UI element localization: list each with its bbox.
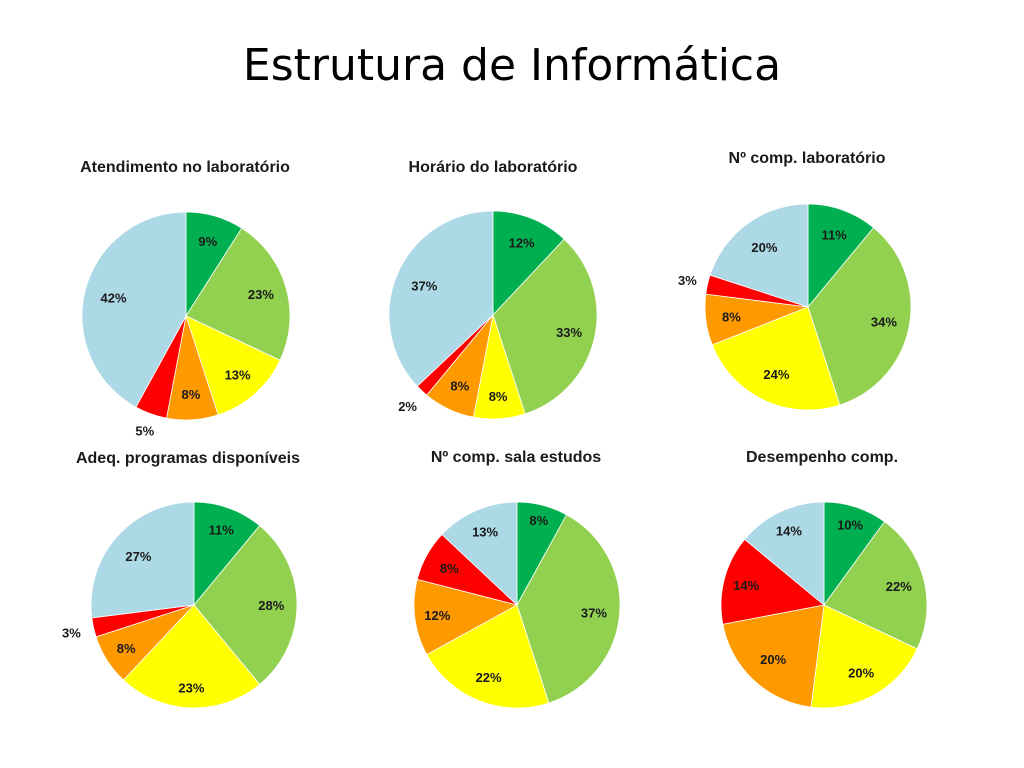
slice-data-label: 10% [837,518,863,533]
slice-data-label: 20% [751,240,777,255]
slice-data-label: 2% [398,399,417,414]
slice-data-label: 33% [556,325,582,340]
pie-chart-2: Horário do laboratório 12% 33% 8% 8% 2% 37% [388,159,598,420]
slice-data-label: 12% [424,608,450,623]
slice-data-label: 20% [848,666,874,681]
pie-slice [81,211,187,408]
pie-slice [810,604,918,709]
pie-slice [185,227,291,361]
slice-data-label: 11% [209,522,235,537]
slice-data-label: 8% [117,641,136,656]
slice-data-label: 8% [182,387,201,402]
pie-slice [720,538,825,625]
pie-slice [426,604,550,709]
pie-slice [413,578,519,656]
slice-data-label: 14% [733,578,759,593]
pie-slice [744,501,825,606]
slice-data-label: 5% [135,424,154,439]
pie-slice [709,203,809,308]
pie-slice [185,315,281,416]
slice-data-label: 22% [886,579,912,594]
slice-data-label: 8% [489,389,508,404]
pie-slice [193,525,298,685]
slice-data-label: 12% [509,236,535,251]
slice-data-label: 9% [198,234,217,249]
pie-slice [807,203,875,309]
pie-slice [492,210,565,317]
slice-data-label: 34% [871,315,897,330]
pie-chart-6: Desempenho comp. 10% 22% 20% 20% 14% 14% [720,449,928,709]
pie-slice [492,238,598,415]
slice-data-label: 8% [440,561,459,576]
pie-chart-title: Horário do laboratório [409,159,578,176]
pie-chart-3: Nº comp. laboratório 11% 34% 24% 8% 3% 20% [678,150,912,411]
pie-slice [193,501,261,607]
pie-slice [122,604,261,709]
pie-chart-1: Atendimento no laboratório 9% 23% 13% 8% 5% 42… [80,159,291,439]
slice-data-label: 20% [760,652,786,667]
pie-slice [90,501,195,619]
slice-data-label: 23% [248,287,274,302]
pie-chart-title: Nº comp. sala estudos [431,449,601,466]
slice-data-label: 23% [178,680,204,695]
slice-data-label: 24% [763,367,789,382]
slice-data-label: 13% [472,524,498,539]
slice-data-label: 27% [125,549,151,564]
slice-data-label: 13% [225,368,251,383]
slice-data-label: 8% [722,310,741,325]
pie-chart-title: Atendimento no laboratório [80,159,290,176]
slice-data-label: 42% [100,290,126,305]
slice-data-label: 3% [678,273,697,288]
pie-chart-title: Nº comp. laboratório [729,150,886,167]
pie-slice [388,210,494,387]
slice-data-label: 14% [776,523,802,538]
pie-slice [807,227,912,406]
slice-data-label: 37% [411,278,437,293]
pie-chart-5: Nº comp. sala estudos 8% 37% 22% 12% 8% 13% [413,449,621,709]
pie-chart-4: Adeq. programas disponíveis 11% 28% 23% 8% 3%… [62,450,300,709]
slice-data-label: 28% [258,598,284,613]
pie-slice [516,514,621,704]
pie-chart-title: Desempenho comp. [746,449,898,466]
slide-title: Estrutura de Informática [242,40,782,91]
slice-data-label: 8% [529,513,548,528]
pie-slice [441,501,518,606]
pie-slice [711,306,841,411]
pie-slice [722,604,825,708]
slice-data-label: 22% [476,670,502,685]
slice-data-label: 8% [450,379,469,394]
pie-chart-title: Adeq. programas disponíveis [76,450,300,467]
slice-data-label: 37% [581,605,607,620]
slice-data-label: 11% [822,227,848,242]
slice-data-label: 3% [62,625,81,640]
